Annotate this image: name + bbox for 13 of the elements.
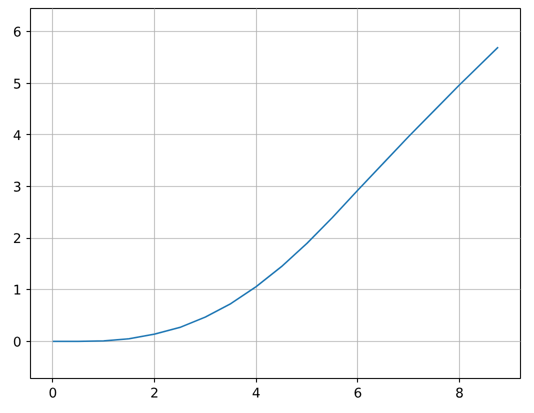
y-tick-label: 6 — [13, 26, 22, 41]
y-tick-label: 5 — [13, 77, 22, 92]
line-series — [52, 46, 499, 342]
y-tick-label: 0 — [13, 335, 22, 350]
x-tick-label: 2 — [150, 386, 159, 402]
y-tick-label: 1 — [13, 284, 22, 299]
x-tick-label: 8 — [455, 386, 464, 402]
x-tick-label: 6 — [354, 386, 362, 402]
y-tick-label: 3 — [13, 180, 22, 196]
y-tick-label: 4 — [13, 128, 22, 144]
y-tick-label: 2 — [13, 232, 22, 248]
x-tick-label: 4 — [252, 386, 260, 402]
x-tick-label: 0 — [48, 386, 58, 402]
